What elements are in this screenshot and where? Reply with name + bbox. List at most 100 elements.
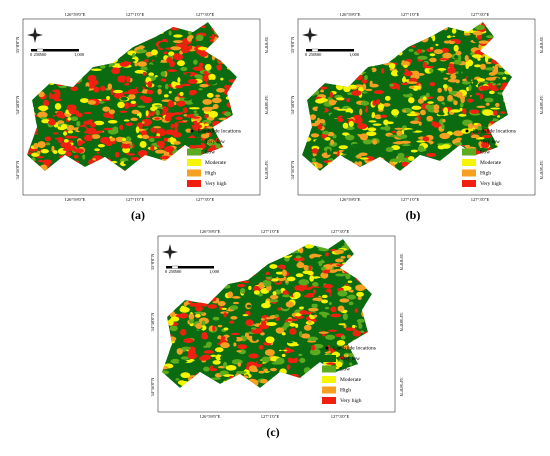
- patch: [450, 74, 457, 80]
- patch: [229, 251, 237, 254]
- patch: [200, 268, 207, 271]
- patch: [336, 97, 345, 101]
- patch: [195, 242, 204, 246]
- patch: [439, 166, 450, 171]
- patch: [197, 46, 208, 51]
- patch: [390, 46, 396, 50]
- patch: [486, 130, 491, 135]
- patch: [58, 37, 67, 40]
- patch: [304, 242, 315, 249]
- patch: [238, 374, 244, 380]
- patch: [493, 110, 498, 116]
- patch: [426, 160, 434, 168]
- patch: [398, 123, 408, 126]
- patch: [414, 117, 419, 121]
- patch: [258, 323, 270, 330]
- patch: [119, 61, 130, 67]
- scale-label: 1,000: [74, 52, 85, 58]
- patch: [248, 388, 256, 394]
- patch: [350, 242, 358, 246]
- patch: [230, 315, 238, 320]
- patch: [344, 27, 349, 34]
- legend-label: High: [480, 170, 491, 176]
- patch: [66, 22, 71, 28]
- patch: [348, 301, 354, 306]
- patch: [36, 75, 46, 78]
- patch: [98, 163, 109, 170]
- patch: [476, 34, 483, 40]
- patch: [352, 68, 361, 74]
- patch: [75, 31, 84, 36]
- patch: [356, 69, 361, 75]
- patch: [505, 121, 512, 127]
- patch: [93, 44, 101, 47]
- patch: [370, 44, 377, 50]
- patch: [166, 298, 174, 301]
- patch: [341, 150, 352, 154]
- patch: [169, 385, 179, 388]
- patch: [271, 239, 281, 242]
- patch: [437, 87, 442, 93]
- patch: [302, 166, 307, 171]
- patch: [409, 32, 413, 38]
- patch: [189, 269, 200, 272]
- patch: [231, 359, 243, 365]
- patch: [323, 61, 332, 68]
- patch: [411, 45, 416, 48]
- patch: [210, 377, 221, 380]
- patch: [163, 51, 168, 55]
- patch: [245, 271, 255, 276]
- patch: [83, 134, 93, 142]
- patch: [369, 39, 377, 45]
- scale-bar-seg: [36, 48, 44, 52]
- legend-swatch: [187, 159, 201, 166]
- patch: [444, 22, 451, 26]
- patch: [113, 89, 124, 94]
- patch: [181, 46, 190, 54]
- patch: [202, 376, 208, 381]
- legend-swatch: [322, 365, 336, 373]
- patch: [108, 109, 116, 115]
- patch: [353, 254, 360, 259]
- legend-label: Landslide locations: [333, 345, 376, 351]
- patch: [112, 22, 124, 27]
- patch: [358, 59, 365, 65]
- patch: [342, 155, 349, 161]
- patch: [328, 342, 336, 345]
- patch: [170, 241, 177, 245]
- patch: [222, 284, 231, 289]
- patch: [398, 42, 406, 47]
- patch: [170, 387, 182, 388]
- patch: [112, 23, 123, 30]
- patch: [102, 47, 112, 55]
- patch: [231, 53, 237, 59]
- patch: [308, 320, 312, 324]
- patch: [302, 72, 305, 76]
- patch: [228, 375, 234, 380]
- patch: [60, 26, 71, 30]
- patch: [341, 44, 349, 47]
- legend-label: Low: [340, 366, 350, 372]
- patch: [250, 273, 256, 276]
- patch: [425, 92, 430, 98]
- patch: [184, 390, 195, 393]
- patch: [52, 150, 58, 154]
- patch: [231, 148, 237, 154]
- patch: [196, 34, 204, 42]
- patch: [509, 134, 512, 140]
- patch: [240, 242, 246, 249]
- top-coord: 127°1'0"E: [126, 12, 145, 17]
- patch: [163, 381, 174, 386]
- patch: [343, 268, 353, 274]
- patch: [223, 263, 234, 269]
- patch: [356, 240, 365, 246]
- patch: [119, 86, 131, 91]
- patch: [310, 312, 317, 316]
- patch: [161, 129, 166, 135]
- patch: [505, 50, 512, 57]
- patch: [224, 111, 232, 117]
- patch: [402, 109, 407, 113]
- patch: [371, 168, 376, 171]
- patch: [52, 68, 56, 72]
- patch: [160, 142, 165, 147]
